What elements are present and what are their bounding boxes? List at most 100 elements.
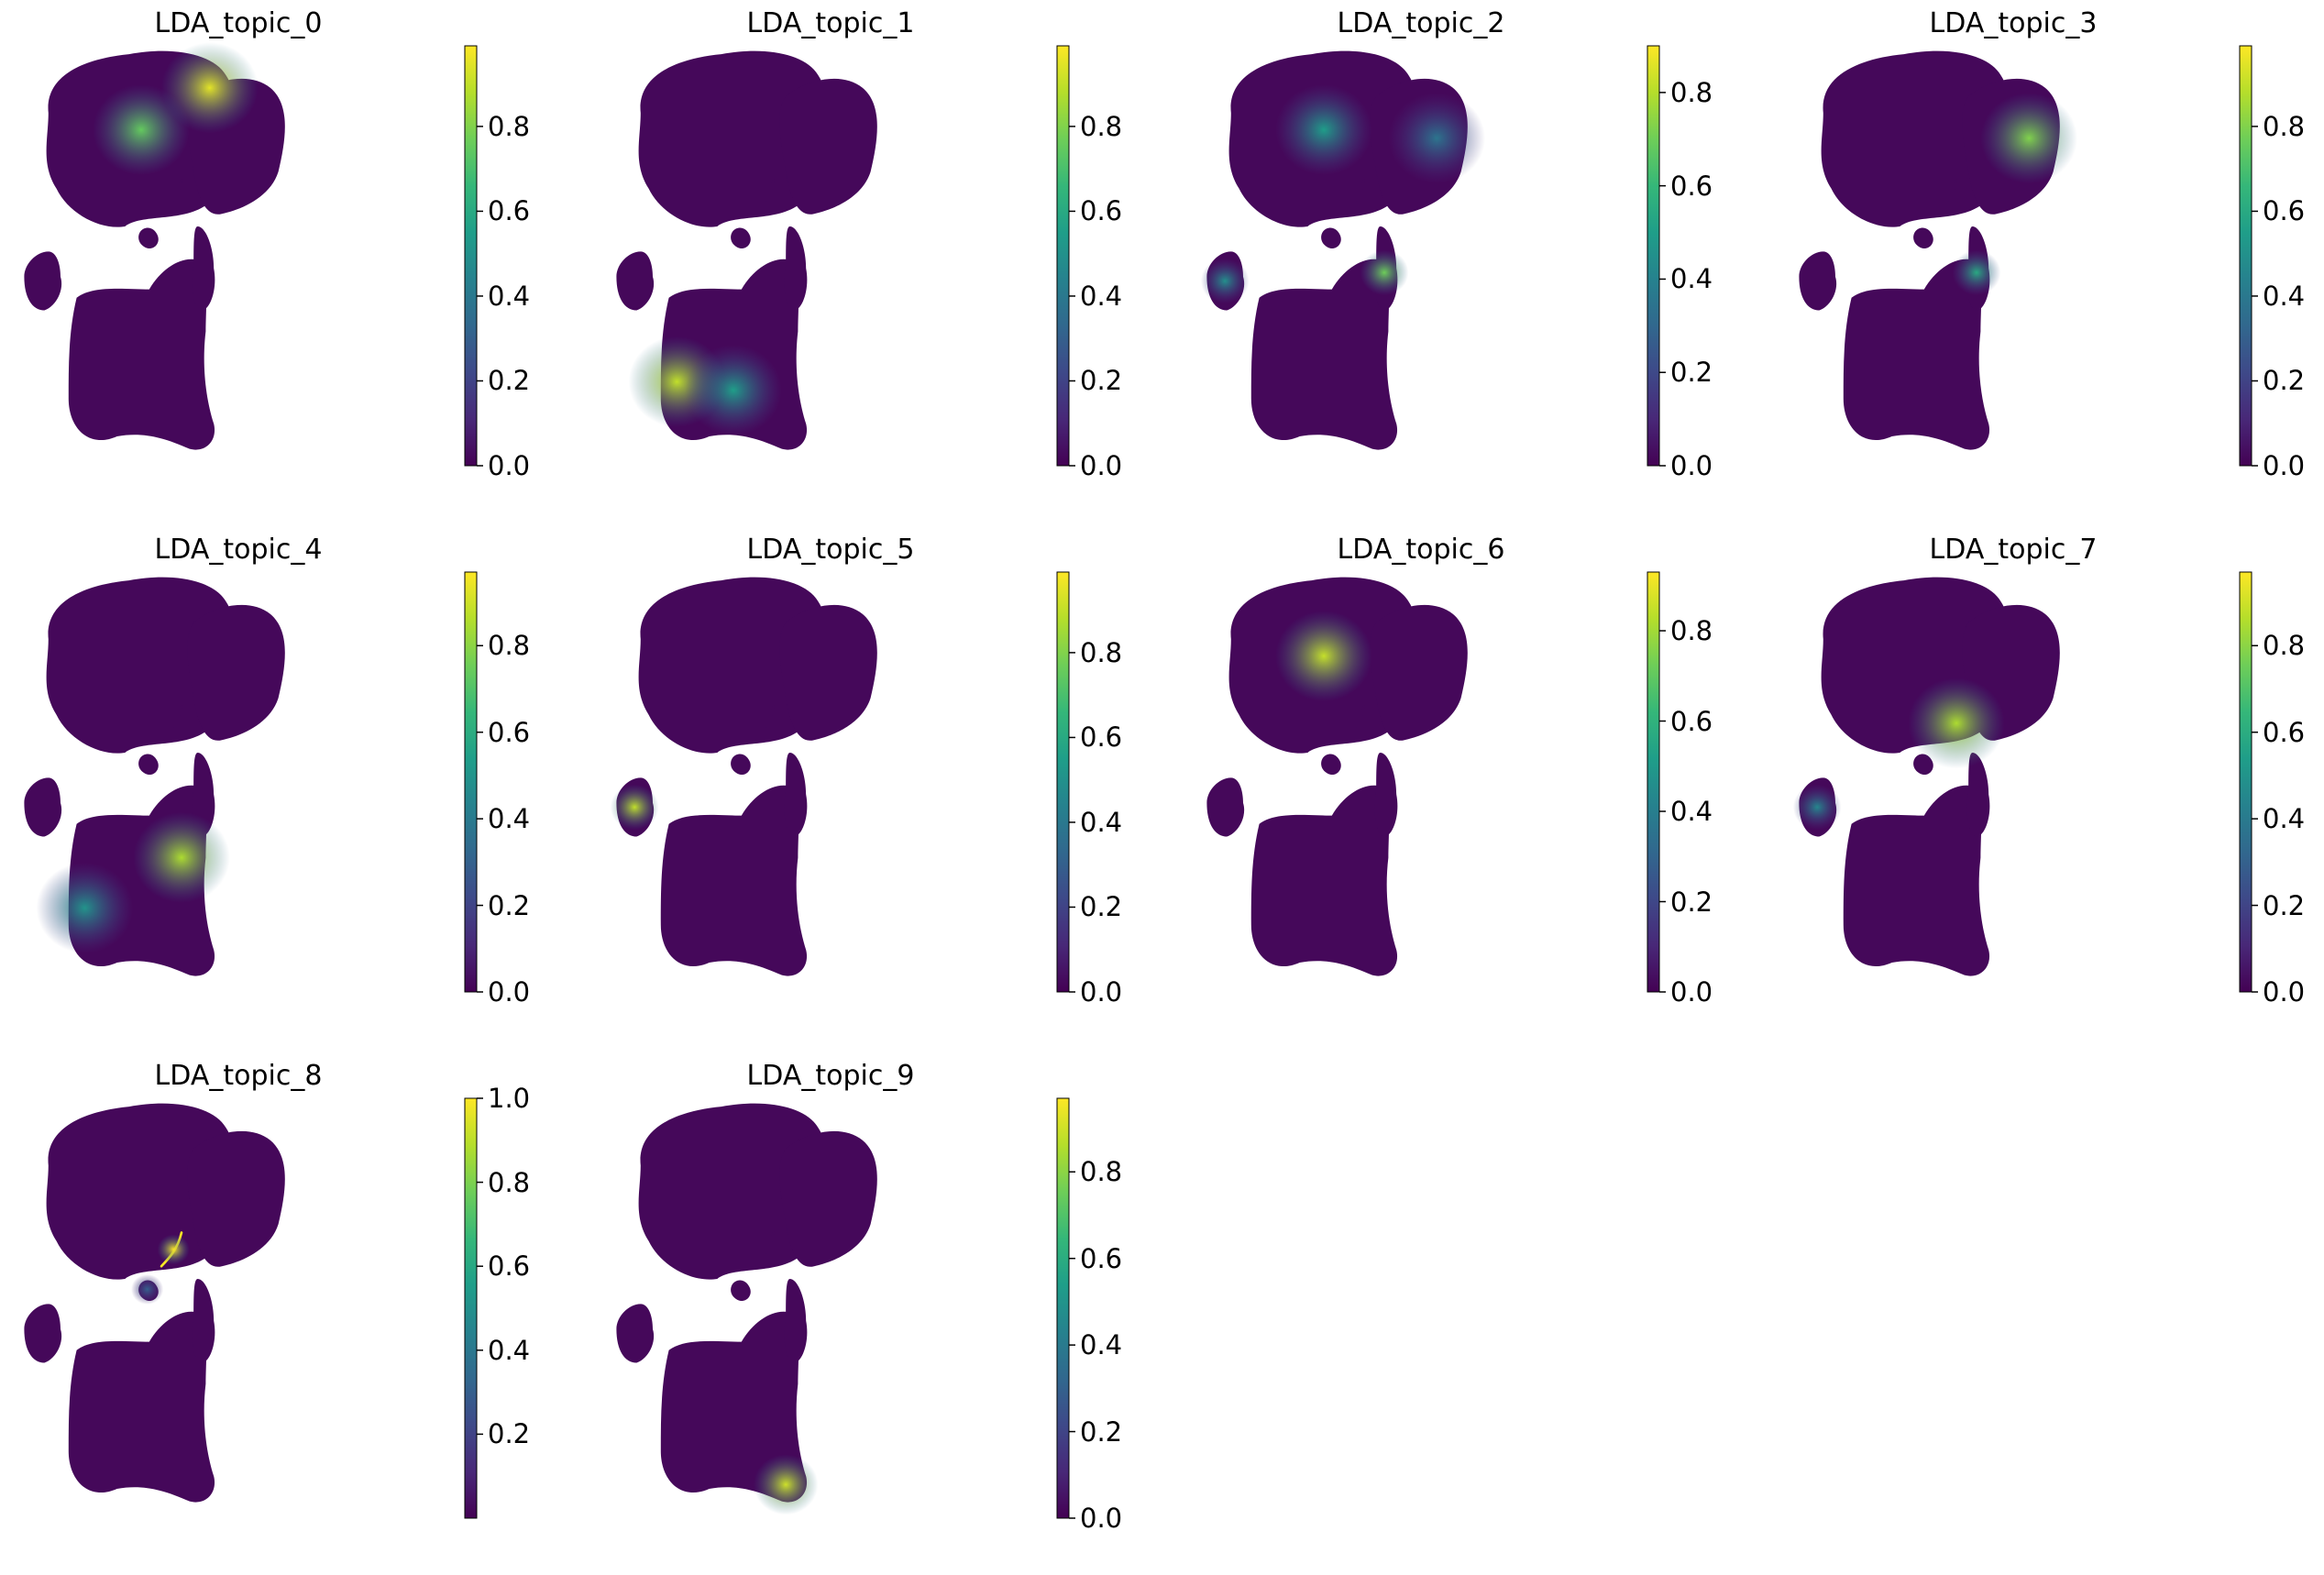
cluster-tiny-center	[731, 1280, 751, 1302]
colorbar-tick-label: 0.8	[488, 1166, 531, 1198]
hotspot-top-left-right-edge	[161, 42, 259, 134]
hotspot-bottom-center	[685, 345, 782, 436]
colorbar-tick-label: 0.2	[1080, 365, 1123, 397]
cluster-right-stem	[1374, 752, 1398, 837]
colorbar-tick-label: 0.8	[488, 630, 531, 662]
colorbar-tick-label: 0.2	[1670, 357, 1713, 389]
colorbar-tick-label: 0.0	[2263, 976, 2306, 1008]
hotspot-small-left	[610, 784, 659, 831]
colorbar-tick-label: 0.0	[1670, 450, 1713, 481]
colorbar-tick-label: 0.2	[2263, 365, 2306, 397]
panel-title: LDA_topic_9	[746, 1060, 915, 1092]
colorbar	[464, 1097, 478, 1519]
cluster-top-right	[187, 604, 285, 741]
cluster-tiny-center	[1913, 227, 1933, 249]
colorbar-tick-label: 0.8	[1080, 110, 1123, 142]
colorbar-tick-label: 0.6	[1080, 195, 1123, 227]
colorbar	[1056, 1097, 1070, 1519]
colorbar	[1647, 45, 1660, 467]
cluster-top-right	[779, 78, 877, 215]
colorbar-tick-label: 0.4	[2263, 280, 2306, 312]
colorbar-tick-label: 0.6	[2263, 195, 2306, 227]
colorbar-tick-label: 0.2	[2263, 889, 2306, 921]
cluster-right-stem	[784, 226, 808, 311]
cluster-top-left	[638, 577, 826, 754]
colorbar-tick-label: 0.8	[1080, 1156, 1123, 1188]
cluster-small-left	[24, 777, 62, 837]
colorbar-tick-label: 0.4	[488, 280, 531, 312]
colorbar-tick-label: 0.6	[1670, 170, 1713, 202]
colorbar-tick-label: 0.4	[1080, 280, 1123, 312]
colorbar-tick-label: 0.6	[488, 716, 531, 748]
cluster-thin-strand	[752, 179, 776, 215]
cluster-bottom	[1250, 259, 1398, 450]
scatter-plot	[1792, 571, 2258, 993]
colorbar-tick-label: 0.4	[488, 803, 531, 835]
colorbar-tick-label: 0.6	[488, 1250, 531, 1283]
cluster-right-stem	[784, 752, 808, 837]
colorbar	[1647, 571, 1660, 993]
hotspot-top-right	[1388, 93, 1485, 184]
colorbar-tick-label: 0.2	[1080, 1415, 1123, 1448]
colorbar-tick-label: 0.6	[1670, 705, 1713, 737]
cluster-thin-strand	[160, 179, 183, 215]
colorbar-tick-label: 0.4	[1670, 796, 1713, 827]
hotspot-top-left	[1275, 84, 1372, 176]
colorbar-tick-label: 0.6	[1080, 721, 1123, 754]
colorbar-tick-label: 0.0	[488, 450, 531, 481]
cluster-top-right	[779, 604, 877, 741]
cluster-small-left	[616, 251, 655, 311]
umap-panel-5: LDA_topic_5 0.0 0.2 0.4 0.6 0.8	[610, 534, 1181, 1049]
umap-panel-6: LDA_topic_6 0.0 0.2 0.4 0.6 0.8	[1203, 534, 1771, 1049]
cluster-tiny-center	[731, 754, 751, 776]
cluster-top-left	[638, 50, 826, 227]
cluster-right-stem	[192, 1278, 215, 1363]
cluster-tiny-center	[731, 227, 751, 249]
colorbar	[464, 571, 478, 993]
cluster-top-right	[1370, 604, 1468, 741]
colorbar-tick-label: 0.4	[488, 1334, 531, 1366]
umap-panel-9: LDA_topic_9 0.0 0.2 0.4 0.6 0.8	[612, 1060, 1181, 1575]
colorbar-tick-label: 0.0	[1080, 976, 1123, 1008]
colorbar-tick-label: 0.2	[1670, 886, 1713, 918]
cluster-thin-strand	[160, 705, 183, 742]
cluster-bottom	[68, 1311, 215, 1503]
colorbar	[2239, 571, 2252, 993]
colorbar-tick-label: 0.4	[1080, 806, 1123, 838]
cluster-thin-strand	[752, 1231, 776, 1268]
cluster-bottom	[1843, 785, 1990, 976]
cluster-small-left	[616, 1304, 655, 1363]
cluster-tiny-center	[138, 227, 159, 249]
hotspot-top-left	[1275, 611, 1372, 702]
hotspot-top-right	[1980, 93, 2077, 184]
colorbar-tick-label: 0.0	[1080, 1503, 1123, 1534]
cluster-bottom	[660, 1311, 808, 1503]
cluster-right-stem	[192, 226, 215, 311]
scatter-plot	[1206, 571, 1666, 993]
hotspot-bottom-left	[36, 862, 134, 953]
colorbar-tick-label: 0.8	[2263, 630, 2306, 662]
colorbar-tick-label: 0.8	[2263, 110, 2306, 142]
colorbar-tick-label: 0.2	[488, 889, 531, 921]
cluster-top-right	[779, 1130, 877, 1267]
umap-panel-3: LDA_topic_3 0.0 0.2 0.4 0.6 0.8	[1795, 7, 2324, 523]
umap-panel-0: LDA_topic_0 0.0 0.2 0.4 0.6 0.8	[20, 7, 589, 523]
scatter-plot	[1200, 45, 1666, 467]
scatter-plot	[1799, 45, 2258, 467]
colorbar-tick-label: 0.0	[488, 976, 531, 1008]
hotspot-right-stem	[1952, 249, 2001, 296]
colorbar-tick-label: 0.0	[1080, 450, 1123, 481]
colorbar	[1056, 571, 1070, 993]
cluster-small-left	[24, 1304, 62, 1363]
cluster-thin-strand	[752, 705, 776, 742]
hotspot-right-stem	[1360, 249, 1409, 296]
hotspot-top-left	[93, 84, 190, 176]
hotspot-tiny-center	[131, 1273, 164, 1305]
colorbar-tick-label: 0.6	[1080, 1242, 1123, 1274]
cluster-thin-strand	[1342, 705, 1366, 742]
panel-title: LDA_topic_3	[1929, 7, 2098, 39]
cluster-thin-strand	[1342, 179, 1366, 215]
hotspot-thin-strand	[157, 1234, 190, 1265]
hotspot-small-left	[1792, 784, 1842, 831]
scatter-plot	[616, 45, 1075, 467]
